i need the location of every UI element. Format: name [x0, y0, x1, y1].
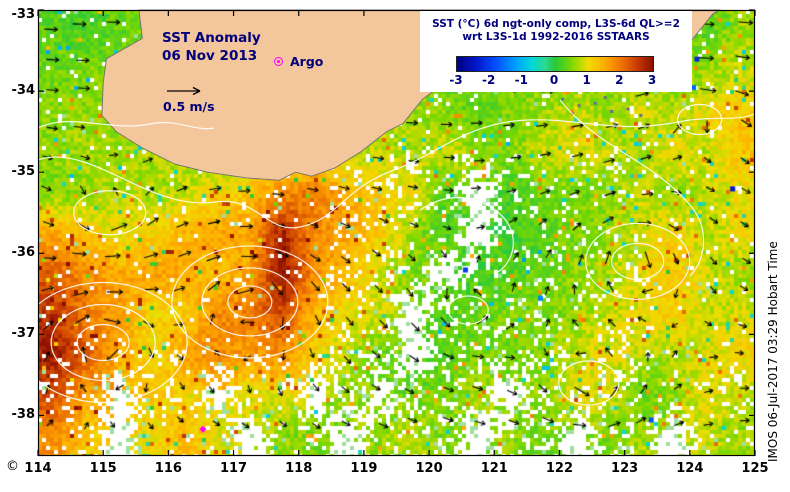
ssh-contour	[585, 222, 691, 300]
argo-position-marker	[199, 425, 207, 433]
speed-reference-arrow-icon	[167, 86, 201, 96]
ssh-contour	[18, 281, 188, 404]
x-tick-label: 124	[676, 461, 704, 476]
ssh-contour	[227, 285, 273, 319]
legend-line1: SST (°C) 6d ngt-only comp, L3S-6d QL>=2	[432, 18, 680, 30]
island-dot	[561, 97, 565, 101]
ssh-contour	[76, 323, 130, 362]
x-tick-label: 123	[611, 461, 639, 476]
x-tick-label: 118	[285, 461, 313, 476]
argo-label: Argo	[290, 54, 324, 69]
y-tick-label: -37	[11, 326, 36, 342]
argo-legend: Argo	[274, 54, 323, 69]
y-tick-label: -34	[11, 83, 36, 99]
y-tick-label: -36	[11, 245, 36, 261]
plot-border	[37, 9, 756, 457]
copyright-symbol: ©	[6, 459, 19, 474]
ssh-contour	[73, 190, 147, 236]
colorbar-tick-label: 2	[615, 73, 624, 87]
ssh-contour	[447, 295, 489, 325]
y-tick-label: -35	[11, 164, 36, 180]
ssh-contour	[611, 242, 665, 280]
map-date: 06 Nov 2013	[162, 48, 258, 64]
island-dot	[626, 107, 630, 111]
x-tick-label: 122	[545, 461, 574, 476]
x-tick-label: 117	[219, 461, 248, 476]
island-dot	[577, 104, 581, 108]
colorbar-tick-label: -3	[449, 73, 463, 87]
colorbar-tick-label: 3	[647, 73, 657, 87]
ssh-contour	[558, 360, 620, 406]
x-tick-label: 116	[154, 461, 182, 476]
island-dot	[603, 96, 607, 100]
ssh-contour	[37, 121, 215, 130]
x-tick-label: 125	[741, 461, 769, 476]
colorbar-tick-label: -1	[514, 73, 528, 87]
legend-line2: wrt L3S-1d 1992-2016 SSTAARS	[462, 31, 650, 43]
ssh-contour	[201, 267, 299, 337]
x-tick-label: 120	[415, 461, 443, 476]
ssh-contour	[676, 103, 723, 136]
axis-ticks	[37, 9, 756, 456]
map-title: SST Anomaly	[162, 30, 261, 46]
colorbar-tick-label: -2	[481, 73, 496, 87]
island-dot	[593, 101, 597, 105]
ssh-contour	[37, 113, 755, 229]
y-tick-label: -38	[11, 407, 36, 423]
ssh-contour	[559, 99, 705, 277]
x-tick-label: 121	[480, 461, 508, 476]
legend-panel: SST (°C) 6d ngt-only comp, L3S-6d QL>=2 …	[420, 11, 692, 92]
colorbar	[456, 56, 654, 72]
colorbar-tick-label: 1	[582, 73, 591, 87]
ssh-contour	[50, 303, 156, 382]
argo-float-icon	[274, 57, 283, 66]
ssh-contour	[419, 196, 514, 273]
colorbar-tick-label: 0	[549, 73, 559, 87]
y-tick-label: -33	[11, 7, 36, 22]
x-tick-label: 115	[89, 461, 117, 476]
island-dot	[610, 109, 614, 113]
ssh-contour	[171, 245, 329, 359]
island-dot	[639, 113, 643, 117]
x-tick-label: 119	[350, 461, 378, 476]
speed-reference-label: 0.5 m/s	[163, 99, 215, 114]
attribution-text: IMOS 06-Jul-2017 03:29 Hobart Time	[766, 241, 780, 462]
x-tick-label: 114	[24, 461, 52, 476]
